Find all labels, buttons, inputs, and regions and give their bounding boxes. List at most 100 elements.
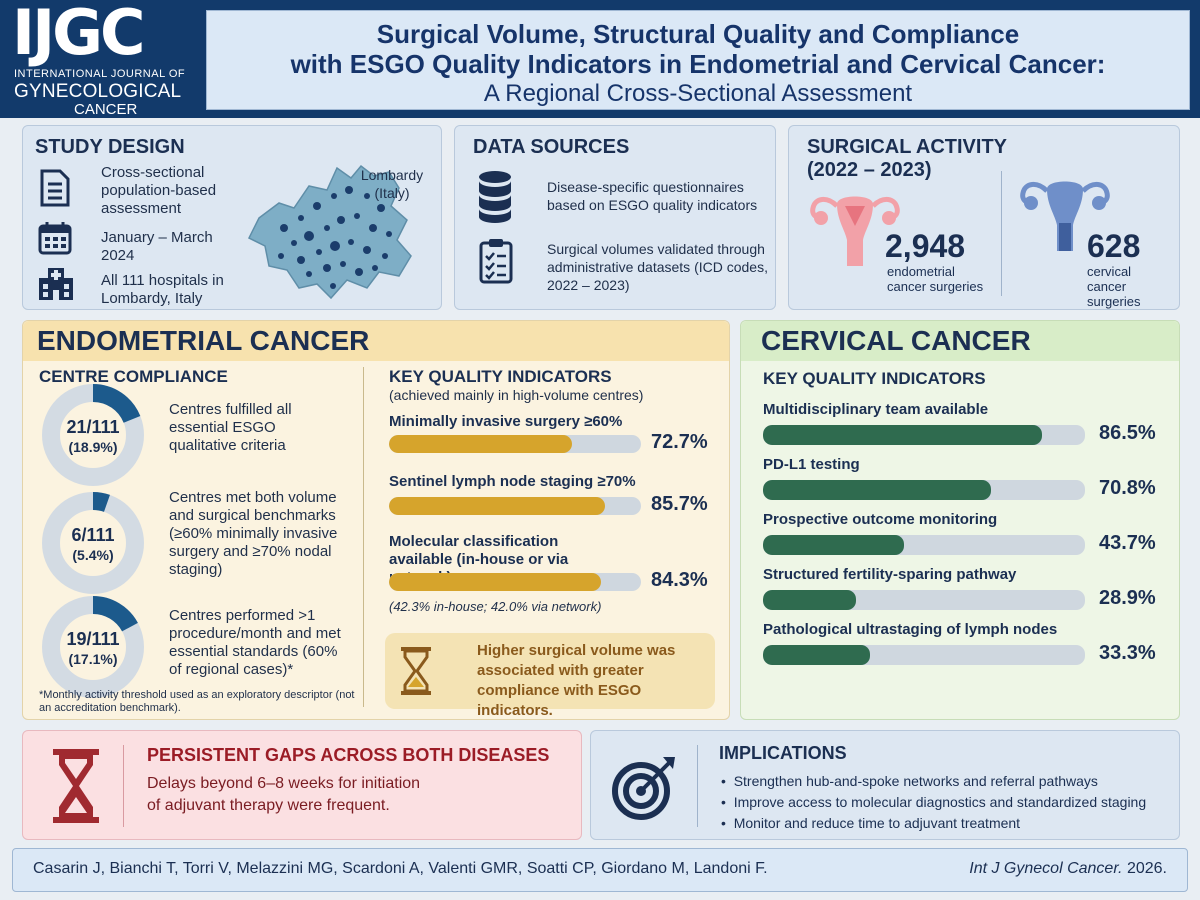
cerv-indicator-pct-0: 86.5% <box>1099 422 1156 444</box>
data-sources-item-1: Disease-specific questionnaires based on… <box>547 179 758 213</box>
cerv-indicator-pct-3: 28.9% <box>1099 587 1156 609</box>
citation-footer: Casarin J, Bianchi T, Torri V, Melazzini… <box>12 848 1188 892</box>
cerv-indicator-track-2 <box>763 535 1085 555</box>
implications-divider <box>697 745 698 827</box>
title-line-2: with ESGO Quality Indicators in Endometr… <box>290 49 1106 79</box>
endo-indicator-pct-0: 72.7% <box>651 431 708 453</box>
cerv-indicator-bar-2 <box>763 535 904 555</box>
cerv-indicator-track-3 <box>763 590 1085 610</box>
cerv-indicator-pct-2: 43.7% <box>1099 532 1156 554</box>
endo-indicator-bar-1 <box>389 497 605 515</box>
donut-arc <box>42 384 144 486</box>
endometrial-kqi-subtitle: (achieved mainly in high-volume centres) <box>389 387 644 403</box>
cervical-label-1: cervical <box>1087 264 1132 279</box>
endo-indicator-track-1 <box>389 497 641 515</box>
logo-text: IJGC <box>12 0 146 69</box>
study-design-item-2: January – March 2024 <box>101 229 213 264</box>
map-label: Lombardy (Italy) <box>360 167 424 201</box>
cerv-indicator-bar-0 <box>763 425 1042 445</box>
cerv-indicator-bar-1 <box>763 480 991 500</box>
gaps-divider <box>123 745 124 827</box>
compliance-donut-2: 19/111 (17.1%) <box>42 596 144 698</box>
implications-title: IMPLICATIONS <box>719 743 847 763</box>
uterus-blue-icon <box>1020 181 1110 251</box>
volume-callout-text: Higher surgical volume was associated wi… <box>477 642 676 719</box>
logo-subtitle-3: CANCER <box>74 101 138 118</box>
study-design-panel: STUDY DESIGN Cross-sectional population-… <box>22 125 442 310</box>
data-sources-panel: DATA SOURCES Disease-specific questionna… <box>454 125 776 310</box>
cerv-indicator-track-4 <box>763 645 1085 665</box>
implication-item-1: • Improve access to molecular diagnostic… <box>721 794 1147 810</box>
cerv-indicator-track-1 <box>763 480 1085 500</box>
cervical-header <box>741 321 1179 361</box>
cerv-indicator-bar-3 <box>763 590 857 610</box>
title-box: Surgical Volume, Structural Quality and … <box>206 10 1190 110</box>
hourglass-icon <box>401 647 431 695</box>
cerv-indicator-label-2: Prospective outcome monitoring <box>763 511 998 528</box>
cervical-label-2: cancer surgeries <box>1087 279 1141 309</box>
title-line-1: Surgical Volume, Structural Quality and … <box>376 19 1020 49</box>
endometrial-label-2: cancer surgeries <box>887 279 984 294</box>
target-icon <box>612 757 675 820</box>
compliance-donut-0: 21/111 (18.9%) <box>42 384 144 486</box>
endometrial-panel: ENDOMETRIAL CANCER CENTRE COMPLIANCE 21/… <box>22 320 730 720</box>
donut-pct: (17.1%) <box>68 651 117 667</box>
surgical-activity-panel: SURGICAL ACTIVITY (2022 – 2023) 2,948 en… <box>788 125 1180 310</box>
cervical-title: CERVICAL CANCER <box>761 325 1031 356</box>
clipboard-icon <box>479 239 513 284</box>
persistent-gaps-panel: PERSISTENT GAPS ACROSS BOTH DISEASES Del… <box>22 730 582 840</box>
centre-compliance-title: CENTRE COMPLIANCE <box>39 367 228 386</box>
cervical-panel: CERVICAL CANCER KEY QUALITY INDICATORS M… <box>740 320 1180 720</box>
implication-item-2: • Monitor and reduce time to adjuvant tr… <box>721 815 1021 831</box>
cerv-indicator-bar-4 <box>763 645 871 665</box>
hospital-icon <box>39 268 73 300</box>
study-design-title: STUDY DESIGN <box>35 136 185 158</box>
endometrial-divider <box>363 367 364 707</box>
database-icon <box>479 171 511 223</box>
endo-indicator-bar-2 <box>389 573 602 591</box>
data-sources-title: DATA SOURCES <box>473 136 630 158</box>
compliance-text-0: Centres fulfilled all essential ESGO qua… <box>169 401 292 454</box>
cerv-indicator-label-3: Structured fertility-sparing pathway <box>763 566 1017 583</box>
logo-subtitle-1: INTERNATIONAL JOURNAL OF <box>14 68 186 80</box>
compliance-footnote: *Monthly activity threshold used as an e… <box>39 689 355 714</box>
volume-callout: Higher surgical volume was associated wi… <box>385 633 715 719</box>
donut-arc <box>42 596 144 698</box>
endo-indicator-bar-0 <box>389 435 573 453</box>
implication-item-0: • Strengthen hub-and-spoke networks and … <box>721 773 1098 789</box>
molecular-note: (42.3% in-house; 42.0% via network) <box>389 599 602 614</box>
logo-subtitle-2: GYNECOLOGICAL <box>14 81 182 102</box>
donut-arc <box>42 492 144 594</box>
donut-value: 21/111 <box>66 417 119 437</box>
title-line-3: A Regional Cross-Sectional Assessment <box>483 80 913 107</box>
uterus-pink-icon <box>810 196 900 266</box>
endometrial-count: 2,948 <box>885 228 966 264</box>
study-design-item-1: Cross-sectional population-based assessm… <box>101 164 217 217</box>
compliance-text-2: Centres performed >1 procedure/month and… <box>169 607 341 678</box>
cerv-indicator-track-0 <box>763 425 1085 445</box>
calendar-icon <box>38 222 72 255</box>
journal-logo: IJGC INTERNATIONAL JOURNAL OF GYNECOLOGI… <box>12 2 202 119</box>
cerv-indicator-pct-4: 33.3% <box>1099 642 1156 664</box>
map-icon <box>247 164 412 300</box>
compliance-donut-1: 6/111 (5.4%) <box>42 492 144 594</box>
cerv-indicator-pct-1: 70.8% <box>1099 477 1156 499</box>
endo-indicator-pct-2: 84.3% <box>651 569 708 591</box>
compliance-text-1: Centres met both volume and surgical ben… <box>169 489 338 578</box>
study-design-item-3: All 111 hospitals in Lombardy, Italy <box>101 272 224 307</box>
donut-pct: (5.4%) <box>72 547 113 563</box>
cerv-indicator-label-0: Multidisciplinary team available <box>763 401 989 418</box>
document-icon <box>40 169 70 207</box>
endo-indicator-label-0: Minimally invasive surgery ≥60% <box>389 413 623 430</box>
gaps-text-2: of adjuvant therapy were frequent. <box>147 797 390 814</box>
journal-citation: Int J Gynecol Cancer. 2026. <box>969 860 1167 877</box>
donut-pct: (18.9%) <box>68 439 117 455</box>
endometrial-header <box>23 321 729 361</box>
gaps-text-1: Delays beyond 6–8 weeks for initiation <box>147 775 421 792</box>
endo-indicator-pct-1: 85.7% <box>651 493 708 515</box>
surgical-activity-years: (2022 – 2023) <box>807 159 932 181</box>
donut-value: 19/111 <box>66 629 119 649</box>
divider <box>1001 171 1002 296</box>
cerv-indicator-label-4: Pathological ultrastaging of lymph nodes <box>763 621 1058 638</box>
endometrial-kqi-title: KEY QUALITY INDICATORS <box>389 367 612 386</box>
